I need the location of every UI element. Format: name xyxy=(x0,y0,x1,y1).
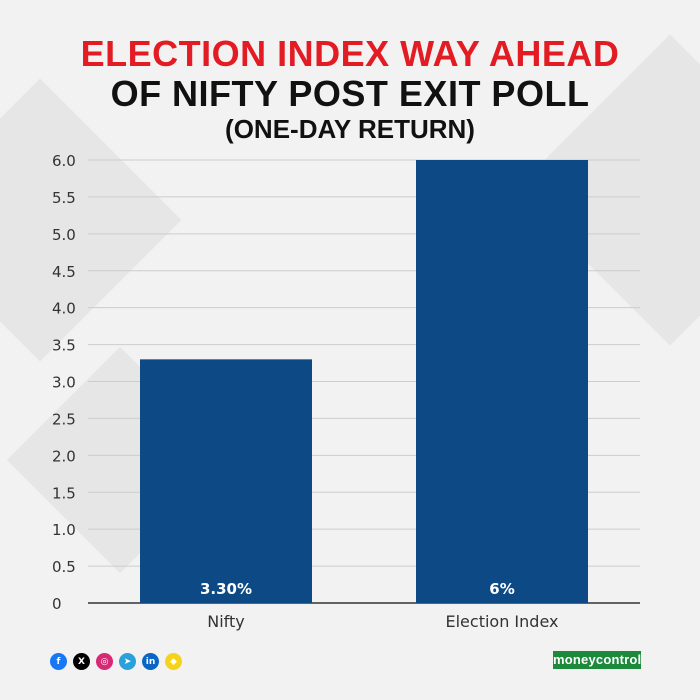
y-tick-label: 4.0 xyxy=(52,300,76,318)
telegram-icon[interactable]: ➤ xyxy=(119,653,136,670)
y-tick-label: 2.5 xyxy=(52,410,76,428)
x-tick-label: Election Index xyxy=(446,612,559,631)
data-label: 6% xyxy=(489,580,514,598)
y-tick-label: 3.5 xyxy=(52,337,76,355)
data-label: 3.30% xyxy=(200,580,252,598)
social-icons: f X ◎ ➤ in ◆ xyxy=(50,653,182,670)
title-block: ELECTION INDEX WAY AHEAD OF NIFTY POST E… xyxy=(0,33,700,145)
y-tick-label: 0.5 xyxy=(52,558,76,576)
y-tick-label: 6.0 xyxy=(52,152,76,170)
y-tick-label: 5.5 xyxy=(52,189,76,207)
y-tick-label: 4.5 xyxy=(52,263,76,281)
moneycontrol-logo: moneycontrol xyxy=(553,651,642,669)
bar-election-index xyxy=(416,160,588,603)
facebook-icon[interactable]: f xyxy=(50,653,67,670)
x-icon[interactable]: X xyxy=(73,653,90,670)
instagram-icon[interactable]: ◎ xyxy=(96,653,113,670)
y-tick-label: 1.5 xyxy=(52,484,76,502)
chart-title-line2: OF NIFTY POST EXIT POLL xyxy=(110,73,590,114)
chart-title-line1: ELECTION INDEX WAY AHEAD xyxy=(80,33,620,74)
y-tick-label: 2.0 xyxy=(52,447,76,465)
chart-subtitle: (ONE-DAY RETURN) xyxy=(225,114,475,144)
linkedin-icon[interactable]: in xyxy=(142,653,159,670)
y-tick-label: 0 xyxy=(52,595,62,613)
bar-nifty xyxy=(140,359,312,603)
y-tick-label: 1.0 xyxy=(52,521,76,539)
y-tick-label: 5.0 xyxy=(52,226,76,244)
x-tick-label: Nifty xyxy=(207,612,245,631)
snapchat-icon[interactable]: ◆ xyxy=(165,653,182,670)
y-tick-label: 3.0 xyxy=(52,374,76,392)
